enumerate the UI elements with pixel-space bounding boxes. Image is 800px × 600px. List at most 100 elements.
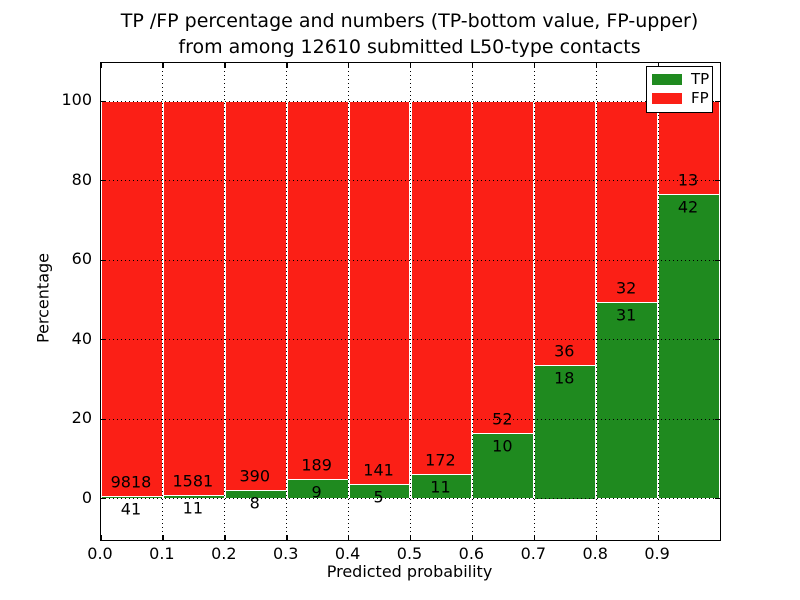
x-tick-mark [348,63,350,68]
legend-tp-swatch-icon [652,73,682,85]
x-tick-mark [286,535,288,540]
bar-fp-segment [286,101,349,481]
gridline-horizontal [101,418,720,420]
legend: TP FP [646,66,713,113]
y-tick-mark [101,498,106,500]
bar-tp-segment [472,434,535,499]
gridline-vertical [657,63,659,540]
annotation-tp-count: 5 [373,487,384,507]
bar-fp-segment [472,101,535,435]
gridline-vertical [224,63,226,540]
x-tick-mark [471,63,474,68]
legend-fp-swatch-icon [652,92,682,104]
y-tick-label: 60 [71,249,92,268]
annotation-tp-count: 18 [554,368,575,388]
x-tick-mark [595,535,598,540]
gridline-vertical [348,63,350,540]
x-tick-mark [533,63,536,68]
annotation-fp-count: 1581 [172,471,214,491]
x-tick-label: 0.0 [87,544,113,563]
y-tick-mark [715,259,720,261]
annotation-fp-count: 52 [492,409,513,429]
bar-fp-segment [224,101,287,491]
x-tick-label: 0.6 [458,544,485,563]
annotation-tp-count: 42 [677,197,699,217]
x-tick-mark [410,535,412,540]
annotation-fp-count: 36 [554,341,575,361]
x-tick-label: 0.4 [334,544,361,563]
annotation-tp-count: 41 [120,499,142,519]
plot-area [100,62,721,541]
annotation-tp-count: 9 [311,482,322,502]
gridline-horizontal [101,498,720,499]
x-tick-mark [286,63,288,68]
x-axis-label: Predicted probability [326,562,493,581]
annotation-tp-count: 8 [249,493,260,512]
x-tick-mark [595,63,598,68]
x-tick-label: 0.5 [396,544,423,563]
x-tick-mark [657,535,659,540]
x-tick-mark [471,535,474,540]
y-tick-mark [715,100,720,102]
bar-fp-segment [101,101,163,497]
y-tick-label: 40 [71,328,92,348]
bar-fp-segment [162,101,225,496]
annotation-fp-count: 390 [239,466,271,485]
x-tick-mark [162,63,164,68]
x-tick-mark [657,63,659,68]
y-tick-mark [715,418,720,420]
bar-tp-segment [658,194,720,499]
y-tick-label: 100 [61,90,92,109]
x-tick-label: 0.8 [582,544,608,563]
gridline-horizontal [101,259,720,261]
annotation-fp-count: 172 [425,450,456,470]
gridline-vertical [595,63,597,540]
x-tick-label: 0.9 [644,544,670,563]
y-tick-label: 20 [71,408,92,427]
x-tick-label: 0.1 [149,544,175,563]
y-tick-mark [101,100,106,102]
x-tick-mark [224,535,226,540]
annotation-fp-count: 32 [615,278,637,298]
gridline-horizontal [101,180,720,181]
annotation-tp-count: 11 [182,498,204,518]
x-tick-mark [348,535,350,540]
y-tick-mark [101,339,106,341]
x-tick-label: 0.3 [272,544,299,563]
y-tick-mark [101,418,106,420]
y-tick-mark [715,498,720,500]
y-tick-mark [101,180,106,182]
y-tick-mark [715,180,720,182]
bar-fp-segment [596,101,659,303]
annotation-tp-count: 10 [492,436,513,456]
y-tick-mark [715,339,720,341]
annotation-tp-count: 31 [615,305,637,325]
annotation-tp-count: 11 [430,477,451,497]
y-tick-mark [101,259,106,261]
bar-fp-segment [534,101,597,366]
annotation-fp-count: 141 [363,460,394,480]
x-tick-mark [100,63,102,68]
legend-entry-tp: TP [652,70,710,88]
bar-fp-segment [348,101,411,485]
legend-entry-fp: FP [652,89,709,107]
legend-tp-label: TP [691,70,710,88]
x-tick-mark [162,535,164,540]
y-tick-label: 80 [71,169,92,189]
annotation-fp-count: 189 [301,455,332,475]
x-tick-label: 0.2 [211,544,237,563]
gridline-vertical [286,63,288,540]
chart-title-line1: TP /FP percentage and numbers (TP-bottom… [120,10,699,32]
legend-fp-label: FP [691,89,709,107]
gridline-vertical [410,63,411,540]
gridline-vertical [162,63,164,540]
gridline-vertical [533,63,535,540]
x-tick-mark [533,535,536,540]
y-tick-label: 0 [81,487,92,507]
gridline-horizontal [101,339,720,340]
chart-title-line2: from among 12610 submitted L50-type cont… [178,36,641,58]
annotation-fp-count: 13 [677,170,699,190]
annotation-fp-count: 9818 [110,472,152,492]
x-tick-mark [410,63,412,68]
